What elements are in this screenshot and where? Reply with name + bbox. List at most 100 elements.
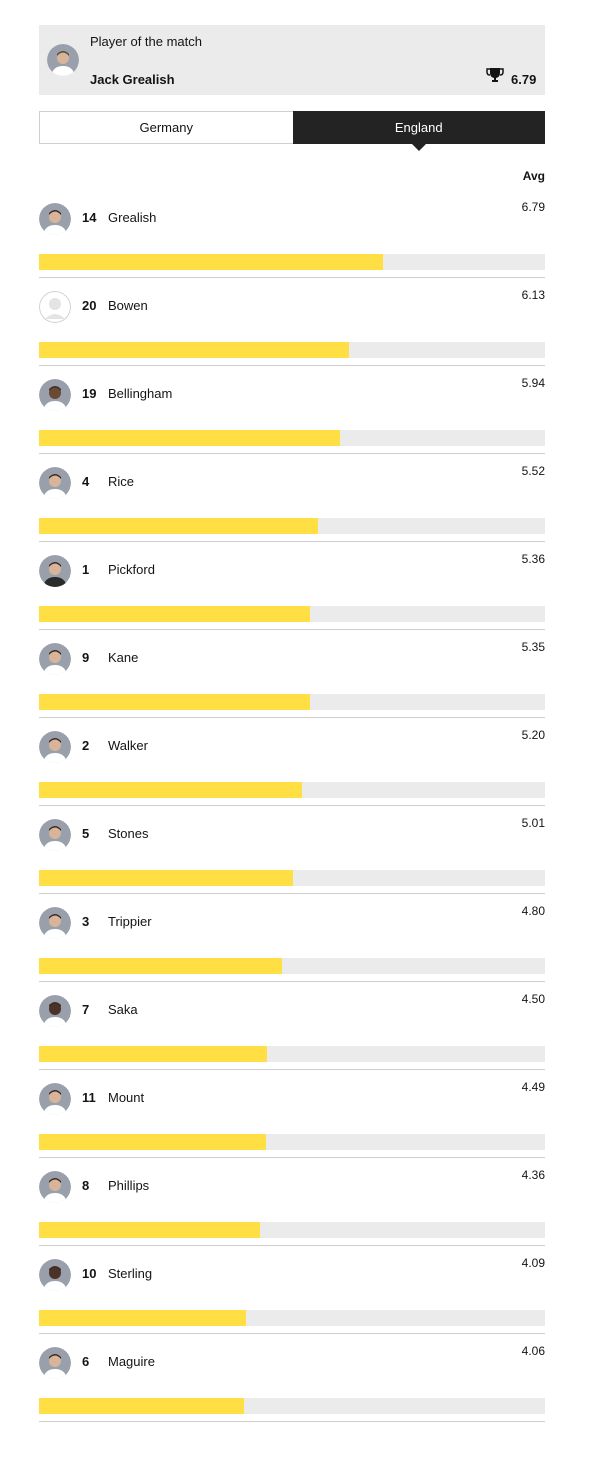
rating-bar-fill [39, 518, 319, 534]
shirt-number: 19 [82, 386, 97, 401]
rating-bar-track [39, 606, 545, 622]
potm-caption: Player of the match [90, 34, 202, 49]
average-rating: 5.52 [521, 464, 545, 478]
player-row: 2 Walker 5.20 [39, 718, 545, 806]
rating-bar-track [39, 782, 545, 798]
shirt-number: 3 [82, 914, 90, 929]
shirt-number: 10 [82, 1266, 97, 1281]
average-rating: 6.13 [521, 288, 545, 302]
rating-bar-fill [39, 694, 310, 710]
shirt-number: 5 [82, 826, 90, 841]
player-name: Pickford [108, 562, 155, 577]
average-rating: 4.50 [521, 992, 545, 1006]
shirt-number: 4 [82, 474, 90, 489]
average-rating: 4.49 [521, 1080, 545, 1094]
shirt-number: 1 [82, 562, 90, 577]
average-rating: 4.36 [521, 1168, 545, 1182]
rating-bar-fill [39, 254, 383, 270]
tab-germany[interactable]: Germany [39, 111, 293, 144]
average-rating: 4.09 [521, 1256, 545, 1270]
tab-label: England [394, 120, 443, 135]
player-avatar [39, 379, 71, 411]
player-avatar [39, 643, 71, 675]
average-rating: 5.94 [521, 376, 545, 390]
player-name: Saka [108, 1002, 138, 1017]
rating-bar-fill [39, 606, 311, 622]
shirt-number: 8 [82, 1178, 90, 1193]
rating-bar-track [39, 518, 545, 534]
player-avatar [47, 44, 79, 76]
rating-bar-track [39, 958, 545, 974]
average-rating: 5.20 [521, 728, 545, 742]
rating-bar-fill [39, 1310, 246, 1326]
rating-bar-track [39, 342, 545, 358]
rating-bar-fill [39, 1222, 260, 1238]
player-avatar [39, 1259, 71, 1291]
player-row: 5 Stones 5.01 [39, 806, 545, 894]
rating-bar-fill [39, 430, 340, 446]
shirt-number: 2 [82, 738, 90, 753]
player-row: 8 Phillips 4.36 [39, 1158, 545, 1246]
rating-bar-track [39, 1134, 545, 1150]
rating-bar-fill [39, 958, 282, 974]
average-rating: 5.35 [521, 640, 545, 654]
avg-column-header: Avg [522, 169, 545, 183]
tab-england[interactable]: England [292, 111, 545, 151]
active-tab-pointer [411, 144, 426, 151]
player-avatar [39, 907, 71, 939]
player-name: Trippier [108, 914, 152, 929]
player-row: 4 Rice 5.52 [39, 454, 545, 542]
player-name: Walker [108, 738, 148, 753]
player-avatar [39, 819, 71, 851]
player-name: Bellingham [108, 386, 173, 401]
trophy-icon [486, 66, 504, 84]
rating-bar-fill [39, 1046, 267, 1062]
shirt-number: 20 [82, 298, 97, 313]
player-row: 3 Trippier 4.80 [39, 894, 545, 982]
player-row: 19 Bellingham 5.94 [39, 366, 545, 454]
player-row: 20 Bowen 6.13 [39, 278, 545, 366]
rating-bar-track [39, 694, 545, 710]
potm-score: 6.79 [511, 72, 537, 87]
player-avatar [39, 555, 71, 587]
rating-bar-track [39, 254, 545, 270]
rating-bar-track [39, 1310, 545, 1326]
player-ratings-list: 14 Grealish 6.79 20 Bowen 6.13 19 Bellingham 5.9… [39, 190, 545, 1422]
shirt-number: 6 [82, 1354, 90, 1369]
average-rating: 6.79 [521, 200, 545, 214]
player-name: Mount [108, 1090, 145, 1105]
player-row: 11 Mount 4.49 [39, 1070, 545, 1158]
player-name: Stones [108, 826, 149, 841]
player-name: Maguire [108, 1354, 155, 1369]
player-row: 9 Kane 5.35 [39, 630, 545, 718]
shirt-number: 11 [82, 1090, 96, 1105]
player-name: Sterling [108, 1266, 153, 1281]
player-name: Kane [108, 650, 139, 665]
rating-bar-track [39, 1222, 545, 1238]
player-avatar [39, 467, 71, 499]
rating-bar-track [39, 430, 545, 446]
rating-bar-track [39, 1046, 545, 1062]
average-rating: 5.01 [521, 816, 545, 830]
rating-bar-fill [39, 782, 303, 798]
rating-bar-fill [39, 1134, 267, 1150]
player-row: 1 Pickford 5.36 [39, 542, 545, 630]
shirt-number: 7 [82, 1002, 90, 1017]
player-name: Phillips [108, 1178, 150, 1193]
player-name: Bowen [108, 298, 148, 313]
player-of-the-match-card: Player of the match Jack Grealish 6.79 [39, 25, 545, 95]
rating-bar-track [39, 870, 545, 886]
average-rating: 4.80 [521, 904, 545, 918]
average-rating: 5.36 [521, 552, 545, 566]
tab-label: Germany [139, 120, 193, 135]
team-tabs: Germany England [39, 111, 545, 151]
player-avatar [39, 1171, 71, 1203]
rating-bar-fill [39, 1398, 245, 1414]
player-row: 14 Grealish 6.79 [39, 190, 545, 278]
rating-bar-fill [39, 342, 350, 358]
player-avatar [39, 1347, 71, 1379]
player-name: Rice [108, 474, 135, 489]
player-avatar [39, 731, 71, 763]
potm-player-name: Jack Grealish [90, 72, 175, 87]
shirt-number: 9 [82, 650, 90, 665]
